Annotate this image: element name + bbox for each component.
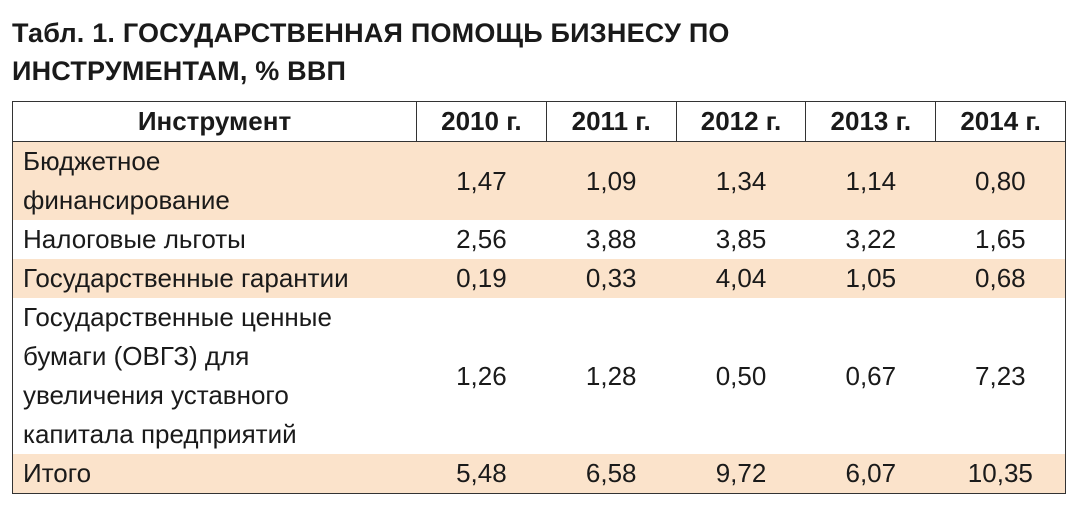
header-year-2011: 2011 г.: [545, 101, 677, 142]
value-cell: 1,26: [416, 298, 547, 454]
value-cell: 9,72: [676, 454, 806, 494]
table-header: Инструмент 2010 г. 2011 г. 2012 г. 2013 …: [12, 101, 1066, 142]
table-row: Налоговые льготы 2,56 3,88 3,85 3,22 1,65: [12, 220, 1066, 259]
instrument-name-line: Бюджетное: [23, 146, 161, 176]
header-year-2012: 2012 г.: [675, 101, 807, 142]
header-instrument: Инструмент: [12, 101, 417, 142]
instrument-name-line: капитала предприятий: [23, 419, 297, 449]
table-row: Государственные гарантии 0,19 0,33 4,04 1,05…: [12, 259, 1066, 298]
instrument-name-cell: Государственные ценные бумаги (ОВГЗ) для у…: [12, 298, 417, 454]
instrument-name-cell: Государственные гарантии: [12, 259, 417, 298]
value-cell: 3,88: [546, 220, 677, 259]
instrument-name-line: увеличения уставного: [23, 380, 289, 410]
instrument-name-line: Государственные гарантии: [23, 263, 349, 293]
state-aid-table: Инструмент 2010 г. 2011 г. 2012 г. 2013 …: [12, 101, 1066, 494]
header-year-2013: 2013 г.: [805, 101, 937, 142]
value-cell: 6,58: [546, 454, 677, 494]
value-cell: 0,33: [546, 259, 677, 298]
value-cell: 7,23: [935, 298, 1066, 454]
table-title-line-2: ИНСТРУМЕНТАМ, % ВВП: [12, 56, 347, 86]
instrument-name-line: бумаги (ОВГЗ) для: [23, 341, 250, 371]
table-title-line-1: Табл. 1. ГОСУДАРСТВЕННАЯ ПОМОЩЬ БИЗНЕСУ …: [12, 18, 730, 48]
value-cell: 0,50: [676, 298, 806, 454]
value-cell: 1,65: [935, 220, 1066, 259]
instrument-name-line: Налоговые льготы: [23, 224, 246, 254]
header-year-2010: 2010 г.: [416, 101, 547, 142]
table-body: Бюджетное финансирование 1,47 1,09 1,34 1,14 0…: [12, 141, 1066, 494]
header-year-2014: 2014 г.: [935, 101, 1066, 142]
value-cell: 1,34: [676, 141, 806, 220]
table-title: Табл. 1. ГОСУДАРСТВЕННАЯ ПОМОЩЬ БИЗНЕСУ …: [12, 14, 1062, 90]
value-cell: 0,67: [805, 298, 936, 454]
value-cell: 4,04: [676, 259, 806, 298]
value-cell: 3,85: [676, 220, 806, 259]
instrument-name-line: Государственные ценные: [23, 302, 332, 332]
table-row: Государственные ценные бумаги (ОВГЗ) для у…: [12, 298, 1066, 454]
value-cell: 3,22: [805, 220, 936, 259]
value-cell: 0,80: [935, 141, 1066, 220]
value-cell: 2,56: [416, 220, 547, 259]
instrument-name-cell: Итого: [12, 454, 417, 494]
value-cell: 10,35: [935, 454, 1066, 494]
instrument-name-line: финансирование: [23, 185, 230, 215]
value-cell: 5,48: [416, 454, 547, 494]
value-cell: 1,05: [805, 259, 936, 298]
instrument-name-cell: Налоговые льготы: [12, 220, 417, 259]
table-row: Бюджетное финансирование 1,47 1,09 1,34 1,14 0…: [12, 141, 1066, 220]
value-cell: 0,19: [416, 259, 547, 298]
table-row: Итого 5,48 6,58 9,72 6,07 10,35: [12, 454, 1066, 494]
instrument-name-cell: Бюджетное финансирование: [12, 141, 417, 220]
value-cell: 1,09: [546, 141, 677, 220]
header-row: Инструмент 2010 г. 2011 г. 2012 г. 2013 …: [12, 101, 1066, 142]
value-cell: 1,47: [416, 141, 547, 220]
value-cell: 1,28: [546, 298, 677, 454]
instrument-name-line: Итого: [23, 458, 92, 488]
value-cell: 1,14: [805, 141, 936, 220]
value-cell: 0,68: [935, 259, 1066, 298]
value-cell: 6,07: [805, 454, 936, 494]
